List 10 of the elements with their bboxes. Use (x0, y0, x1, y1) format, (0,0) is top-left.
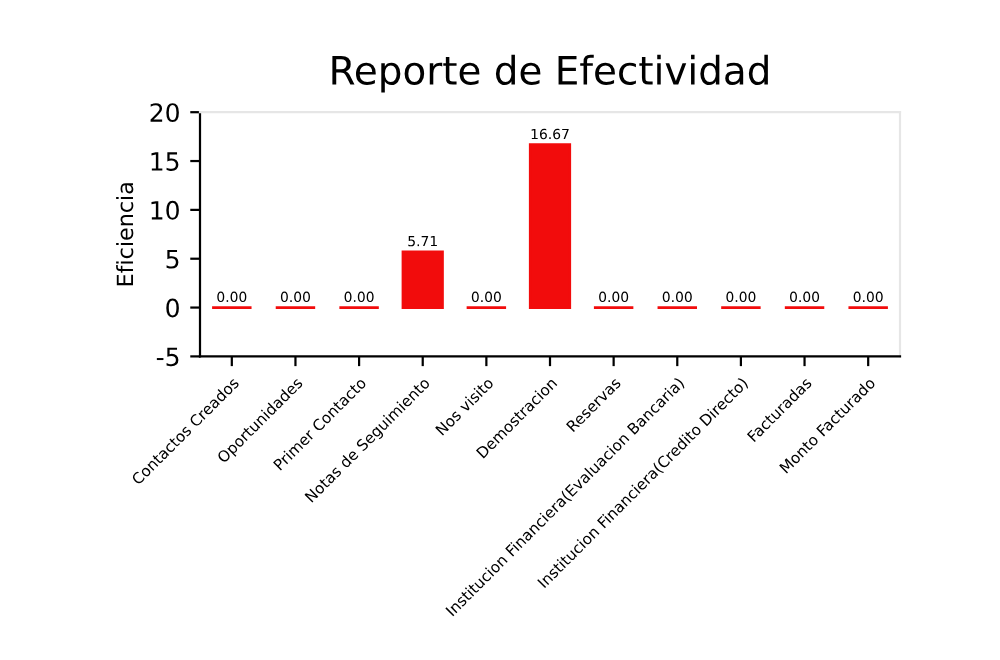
y-axis-title: Eficiencia (116, 183, 134, 286)
y-tick-label: 20 (150, 103, 179, 123)
y-tick-label: 15 (151, 152, 179, 171)
bar (528, 143, 572, 309)
y-tick-label: 5 (166, 249, 179, 269)
y-tick-label: 0 (166, 298, 179, 318)
bar (401, 250, 444, 309)
y-tick-label: -5 (156, 347, 179, 367)
chart-title: Reporte de Efectividad (332, 54, 768, 93)
y-tick-label: 10 (151, 200, 179, 220)
